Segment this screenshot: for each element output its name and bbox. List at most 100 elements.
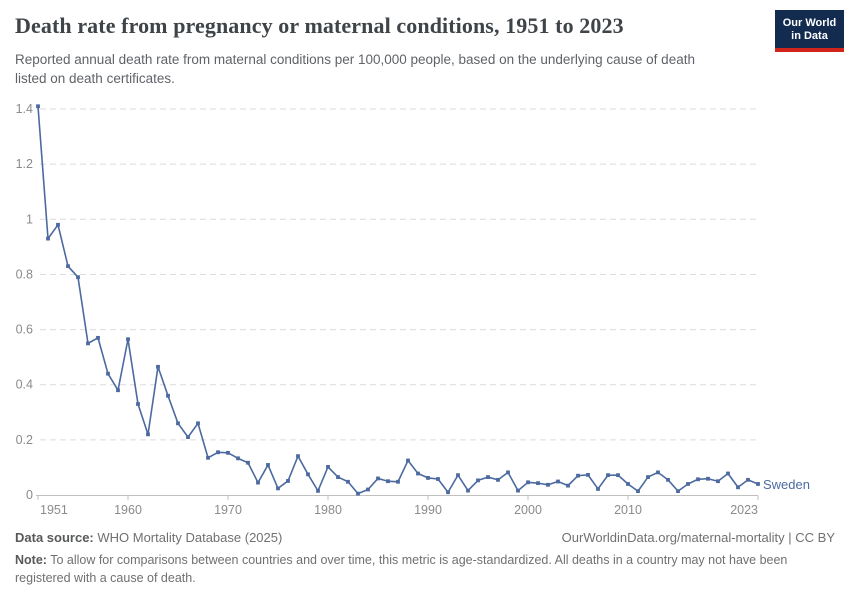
data-point[interactable] xyxy=(316,488,320,493)
data-point[interactable] xyxy=(356,491,360,496)
chart-footer: Data source: WHO Mortality Database (202… xyxy=(15,530,835,587)
y-axis-label: 1.2 xyxy=(16,157,33,171)
data-point[interactable] xyxy=(476,478,480,483)
data-point[interactable] xyxy=(166,393,170,398)
data-point[interactable] xyxy=(576,473,580,478)
data-point[interactable] xyxy=(56,222,60,227)
data-point[interactable] xyxy=(736,485,740,490)
data-point[interactable] xyxy=(386,479,390,484)
data-point[interactable] xyxy=(506,470,510,475)
owid-logo[interactable]: Our World in Data xyxy=(775,10,844,52)
data-point[interactable] xyxy=(266,463,270,467)
data-point[interactable] xyxy=(666,477,670,482)
data-point[interactable] xyxy=(346,479,350,484)
data-point[interactable] xyxy=(556,479,560,484)
data-point[interactable] xyxy=(246,460,250,465)
data-point[interactable] xyxy=(626,482,630,486)
data-point[interactable] xyxy=(656,470,660,475)
data-point[interactable] xyxy=(276,486,280,491)
data-point[interactable] xyxy=(66,264,70,269)
data-point[interactable] xyxy=(286,479,290,483)
data-point[interactable] xyxy=(256,480,260,485)
data-point[interactable] xyxy=(136,402,140,406)
data-point[interactable] xyxy=(396,479,400,484)
x-axis-label: 2010 xyxy=(614,503,642,517)
footer-note: Note: To allow for comparisons between c… xyxy=(15,551,815,587)
x-axis-label: 1980 xyxy=(314,503,342,517)
data-point[interactable] xyxy=(416,471,420,476)
y-axis-label: 0.2 xyxy=(16,433,33,447)
data-point[interactable] xyxy=(76,275,80,280)
data-point[interactable] xyxy=(306,472,310,477)
note-label: Note: xyxy=(15,553,47,567)
data-source: Data source: WHO Mortality Database (202… xyxy=(15,530,282,545)
data-point[interactable] xyxy=(616,473,620,478)
data-point[interactable] xyxy=(686,482,690,486)
data-point[interactable] xyxy=(146,432,150,437)
data-point[interactable] xyxy=(216,450,220,455)
data-point[interactable] xyxy=(326,464,330,469)
data-point[interactable] xyxy=(526,480,530,485)
data-point[interactable] xyxy=(226,450,230,455)
data-point[interactable] xyxy=(206,455,210,460)
data-point[interactable] xyxy=(296,454,300,459)
x-axis-label: 2000 xyxy=(514,503,542,517)
data-point[interactable] xyxy=(496,477,500,482)
logo-line-1: Our World xyxy=(782,17,837,29)
data-point[interactable] xyxy=(46,236,50,241)
data-point[interactable] xyxy=(106,371,110,376)
note-text: To allow for comparisons between countri… xyxy=(15,553,788,586)
data-point[interactable] xyxy=(406,458,410,463)
x-axis-label: 1970 xyxy=(214,503,242,517)
data-source-text: WHO Mortality Database (2025) xyxy=(93,530,283,545)
data-point[interactable] xyxy=(756,482,760,486)
page-title: Death rate from pregnancy or maternal co… xyxy=(15,13,624,38)
data-point[interactable] xyxy=(336,475,340,479)
data-point[interactable] xyxy=(546,482,550,487)
x-axis-label: 1960 xyxy=(114,503,142,517)
data-point[interactable] xyxy=(706,476,710,481)
y-axis-label: 0 xyxy=(26,488,33,502)
data-point[interactable] xyxy=(366,487,370,492)
data-point[interactable] xyxy=(456,473,460,478)
data-point[interactable] xyxy=(746,477,750,482)
data-point[interactable] xyxy=(236,456,240,461)
data-point[interactable] xyxy=(176,421,180,426)
data-point[interactable] xyxy=(446,490,450,495)
x-axis-label: 1951 xyxy=(40,503,68,517)
data-point[interactable] xyxy=(516,488,520,493)
data-point[interactable] xyxy=(436,477,440,481)
data-point[interactable] xyxy=(716,479,720,484)
data-point[interactable] xyxy=(186,435,190,440)
owid-link[interactable]: OurWorldinData.org/maternal-mortality | … xyxy=(561,530,835,545)
y-axis-label: 0.8 xyxy=(16,267,33,281)
data-point[interactable] xyxy=(536,481,540,486)
data-point[interactable] xyxy=(646,475,650,479)
data-point[interactable] xyxy=(726,471,730,476)
chart-subtitle: Reported annual death rate from maternal… xyxy=(15,52,695,87)
data-point[interactable] xyxy=(566,483,570,488)
data-point[interactable] xyxy=(696,477,700,482)
data-point[interactable] xyxy=(156,364,160,369)
data-point[interactable] xyxy=(196,421,200,426)
y-axis-label: 0.4 xyxy=(16,378,33,392)
series-label-sweden[interactable]: Sweden xyxy=(763,477,810,492)
data-point[interactable] xyxy=(596,487,600,491)
data-point[interactable] xyxy=(636,489,640,494)
data-point[interactable] xyxy=(116,388,120,393)
data-point[interactable] xyxy=(486,475,490,479)
data-point[interactable] xyxy=(676,489,680,494)
data-point[interactable] xyxy=(426,476,430,480)
y-axis-label: 1.4 xyxy=(16,102,33,116)
data-point[interactable] xyxy=(86,341,90,346)
data-point[interactable] xyxy=(376,476,380,481)
data-point[interactable] xyxy=(606,473,610,478)
data-point[interactable] xyxy=(126,337,130,342)
data-point[interactable] xyxy=(586,472,590,477)
data-point[interactable] xyxy=(36,104,40,109)
x-axis-label: 1990 xyxy=(414,503,442,517)
data-point[interactable] xyxy=(96,335,100,340)
data-point[interactable] xyxy=(466,488,470,493)
